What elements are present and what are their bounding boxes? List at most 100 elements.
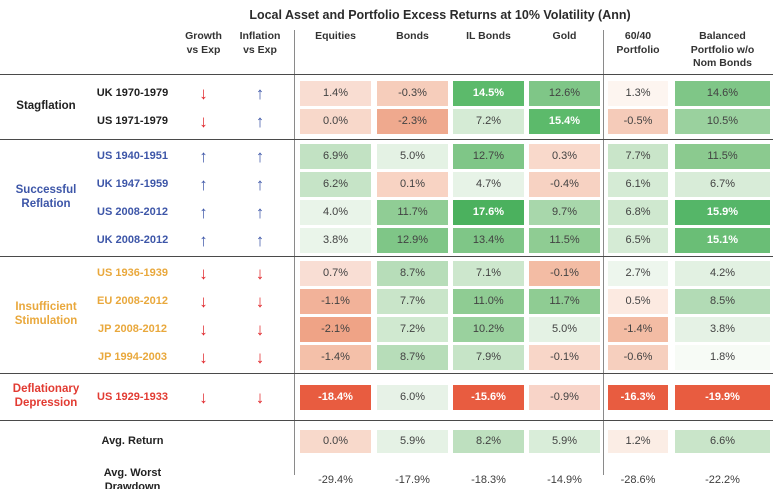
value-cell: 14.6% <box>675 80 770 106</box>
avg-return-row: Avg. Return 0.0% 5.9% 8.2% 5.9% 1.2% 6.6% <box>0 426 773 456</box>
value-cell: 11.0% <box>453 288 524 314</box>
scenario-group: Deflationary Depression US 1929-1933 ↓ ↓ -18… <box>0 374 773 421</box>
inflation-direction-down-icon: ↓ <box>255 319 265 339</box>
value-cell: 0.3% <box>529 143 600 169</box>
table-row: US 1971-1979 ↓ ↑ 0.0% -2.3% 7.2% 15.4% -0.5% 10.… <box>0 107 773 135</box>
table-row: US 2008-2012 ↑ ↑ 4.0% 11.7% 17.6% 9.7% 6.8% 15.9… <box>0 198 773 226</box>
growth-direction-down-icon: ↓ <box>199 387 208 407</box>
growth-direction-up-icon: ↑ <box>199 174 208 194</box>
period-label: US 1971-1979 <box>97 115 168 127</box>
scenario-group: Insufficient Stimulation US 1936-1939 ↓ ↓ 0.… <box>0 257 773 374</box>
value-cell: 6.1% <box>608 171 668 197</box>
avg-return-cell: 0.0% <box>300 429 371 453</box>
value-cell: 3.8% <box>675 316 770 342</box>
value-cell: -19.9% <box>675 384 770 410</box>
value-cell: -15.6% <box>453 384 524 410</box>
scenario-label: Successful Reflation <box>15 184 77 210</box>
col-header-portfolio-2: Balanced Portfolio w/o Nom Bonds <box>690 30 755 70</box>
value-cell: 0.7% <box>300 260 371 286</box>
value-cell: 5.0% <box>377 143 448 169</box>
value-cell: 9.7% <box>529 199 600 225</box>
value-cell: -0.5% <box>608 108 668 134</box>
value-cell: 15.9% <box>675 199 770 225</box>
period-label: JP 2008-2012 <box>98 323 167 335</box>
avg-drawdown-cell: -14.9% <box>547 474 582 486</box>
value-cell: 1.8% <box>675 344 770 370</box>
vertical-divider-right <box>603 30 604 475</box>
growth-direction-up-icon: ↑ <box>199 146 208 166</box>
avg-return-cell: 5.9% <box>377 429 448 453</box>
value-cell: -2.3% <box>377 108 448 134</box>
value-cell: 10.5% <box>675 108 770 134</box>
table-row: UK 2008-2012 ↑ ↑ 3.8% 12.9% 13.4% 11.5% 6.5% 15.… <box>0 226 773 254</box>
scenario-label: Stagflation <box>16 100 76 113</box>
period-label: US 1936-1939 <box>97 267 168 279</box>
avg-drawdown-cell: -17.9% <box>395 474 430 486</box>
inflation-direction-down-icon: ↓ <box>255 263 265 283</box>
col-header-bonds: Bonds <box>396 30 429 42</box>
avg-return-cell: 1.2% <box>608 429 668 453</box>
growth-direction-up-icon: ↑ <box>199 230 208 250</box>
growth-direction-down-icon: ↓ <box>199 111 208 131</box>
value-cell: -0.1% <box>529 344 600 370</box>
value-cell: 12.7% <box>453 143 524 169</box>
growth-direction-down-icon: ↓ <box>199 319 208 339</box>
growth-direction-down-icon: ↓ <box>199 83 208 103</box>
table-row: UK 1970-1979 ↓ ↑ 1.4% -0.3% 14.5% 12.6% 1.3% 14.… <box>0 79 773 107</box>
value-cell: 8.7% <box>377 260 448 286</box>
value-cell: 6.9% <box>300 143 371 169</box>
table-row: JP 1994-2003 ↓ ↓ -1.4% 8.7% 7.9% -0.1% -0.6% 1.8… <box>0 343 773 371</box>
value-cell: -1.1% <box>300 288 371 314</box>
value-cell: 7.9% <box>453 344 524 370</box>
col-header-equities: Equities <box>315 30 356 42</box>
growth-direction-down-icon: ↓ <box>199 291 208 311</box>
avg-drawdown-cell: -29.4% <box>318 474 353 486</box>
value-cell: 6.5% <box>608 227 668 253</box>
value-cell: 11.7% <box>529 288 600 314</box>
value-cell: -0.9% <box>529 384 600 410</box>
growth-direction-down-icon: ↓ <box>199 347 208 367</box>
scenario-group: Stagflation UK 1970-1979 ↓ ↑ 1.4% -0.3% 14.5% 1… <box>0 75 773 140</box>
table-row: US 1940-1951 ↑ ↑ 6.9% 5.0% 12.7% 0.3% 7.7% 11.5% <box>0 142 773 170</box>
value-cell: -0.6% <box>608 344 668 370</box>
period-label: JP 1994-2003 <box>98 351 167 363</box>
inflation-direction-up-icon: ↑ <box>255 202 265 222</box>
value-cell: 7.7% <box>377 288 448 314</box>
avg-return-label: Avg. Return <box>101 434 164 447</box>
value-cell: -0.1% <box>529 260 600 286</box>
value-cell: 0.0% <box>300 108 371 134</box>
growth-direction-up-icon: ↑ <box>199 202 208 222</box>
col-header-portfolio-1: 60/40 Portfolio <box>616 30 660 56</box>
table-row: US 1936-1939 ↓ ↓ 0.7% 8.7% 7.1% -0.1% 2.7% 4.2% <box>0 259 773 287</box>
avg-drawdown-row: Avg. Worst Drawdown -29.4% -17.9% -18.3% -14… <box>0 456 773 489</box>
value-cell: 8.7% <box>377 344 448 370</box>
inflation-direction-up-icon: ↑ <box>255 146 265 166</box>
value-cell: 4.2% <box>675 260 770 286</box>
col-header-il-bonds: IL Bonds <box>466 30 511 42</box>
period-label: UK 1947-1959 <box>96 178 169 190</box>
value-cell: 1.4% <box>300 80 371 106</box>
table-row: EU 2008-2012 ↓ ↓ -1.1% 7.7% 11.0% 11.7% 0.5% 8.5… <box>0 287 773 315</box>
value-cell: -1.4% <box>608 316 668 342</box>
value-cell: -1.4% <box>300 344 371 370</box>
value-cell: 12.6% <box>529 80 600 106</box>
period-label: EU 2008-2012 <box>97 295 168 307</box>
value-cell: 3.8% <box>300 227 371 253</box>
avg-drawdown-cell: -22.2% <box>705 474 740 486</box>
inflation-direction-up-icon: ↑ <box>255 174 265 194</box>
inflation-direction-down-icon: ↓ <box>255 291 265 311</box>
scenario-groups: Stagflation UK 1970-1979 ↓ ↑ 1.4% -0.3% 14.5% 1… <box>0 75 773 421</box>
value-cell: -16.3% <box>608 384 668 410</box>
col-header-inflation: Inflation vs Exp <box>239 30 281 56</box>
vertical-divider-left <box>294 30 295 475</box>
inflation-direction-up-icon: ↑ <box>255 230 265 250</box>
inflation-direction-up-icon: ↑ <box>255 111 265 131</box>
table-row: JP 2008-2012 ↓ ↓ -2.1% 7.2% 10.2% 5.0% -1.4% 3.8… <box>0 315 773 343</box>
value-cell: 7.2% <box>453 108 524 134</box>
value-cell: 15.4% <box>529 108 600 134</box>
avg-drawdown-label: Avg. Worst Drawdown <box>103 466 162 489</box>
value-cell: 10.2% <box>453 316 524 342</box>
value-cell: 4.7% <box>453 171 524 197</box>
avg-return-cell: 5.9% <box>529 429 600 453</box>
